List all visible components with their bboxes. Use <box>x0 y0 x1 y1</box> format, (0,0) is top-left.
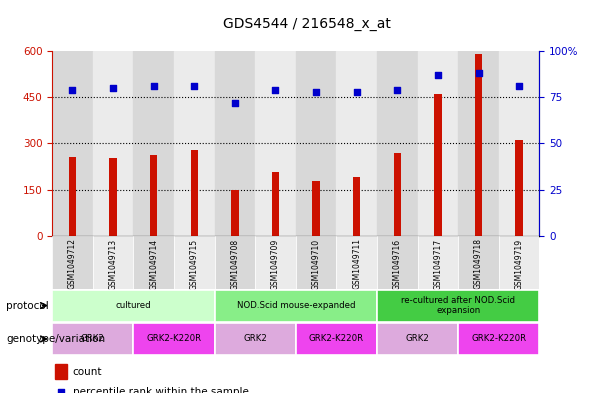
Bar <box>516 140 523 236</box>
Text: GSM1049708: GSM1049708 <box>230 239 239 290</box>
Bar <box>215 290 377 321</box>
Text: GSM1049717: GSM1049717 <box>433 239 443 290</box>
Bar <box>215 51 255 236</box>
Text: GSM1049713: GSM1049713 <box>109 239 118 290</box>
Bar <box>417 236 459 289</box>
Bar <box>134 51 174 236</box>
Bar <box>296 51 337 236</box>
Text: genotype/variation: genotype/variation <box>6 334 105 344</box>
Bar <box>174 51 215 236</box>
Text: GDS4544 / 216548_x_at: GDS4544 / 216548_x_at <box>223 17 390 31</box>
Bar <box>296 323 377 355</box>
Text: GRK2-K220R: GRK2-K220R <box>309 334 364 343</box>
Bar <box>109 158 116 236</box>
Text: count: count <box>72 367 102 377</box>
Bar <box>499 51 539 236</box>
Bar <box>52 51 93 236</box>
Text: GSM1049709: GSM1049709 <box>271 239 280 290</box>
Bar <box>150 155 158 236</box>
Text: GSM1049715: GSM1049715 <box>190 239 199 290</box>
Point <box>433 72 443 78</box>
Text: protocol: protocol <box>6 301 49 310</box>
Bar <box>377 290 539 321</box>
Point <box>392 87 402 93</box>
Bar <box>337 236 377 289</box>
Bar <box>231 190 238 236</box>
Text: NOD.Scid mouse-expanded: NOD.Scid mouse-expanded <box>237 301 355 310</box>
Bar <box>69 157 76 236</box>
Point <box>270 87 280 93</box>
Bar <box>272 172 279 236</box>
Text: GSM1049719: GSM1049719 <box>515 239 524 290</box>
Bar <box>353 177 360 236</box>
Bar <box>337 51 377 236</box>
Bar <box>296 236 337 289</box>
Bar <box>417 51 459 236</box>
Bar <box>191 150 198 236</box>
Point <box>108 85 118 91</box>
Text: GRK2: GRK2 <box>81 334 105 343</box>
Bar <box>255 236 295 289</box>
Text: GRK2: GRK2 <box>243 334 267 343</box>
Bar <box>93 236 134 289</box>
Bar <box>215 323 296 355</box>
Point <box>474 70 484 76</box>
Text: GSM1049716: GSM1049716 <box>393 239 402 290</box>
Bar <box>55 364 67 379</box>
Bar <box>52 290 215 321</box>
Bar <box>434 94 441 236</box>
Bar <box>475 54 482 236</box>
Text: cultured: cultured <box>115 301 151 310</box>
Point <box>189 83 199 89</box>
Text: GSM1049710: GSM1049710 <box>311 239 321 290</box>
Text: re-cultured after NOD.Scid
expansion: re-cultured after NOD.Scid expansion <box>402 296 515 315</box>
Text: GSM1049711: GSM1049711 <box>352 239 361 290</box>
Bar <box>377 323 458 355</box>
Bar <box>215 236 255 289</box>
Text: GRK2: GRK2 <box>406 334 430 343</box>
Point <box>514 83 524 89</box>
Text: GSM1049718: GSM1049718 <box>474 239 483 290</box>
Bar <box>313 181 320 236</box>
Bar <box>134 236 174 289</box>
Point <box>273 280 283 286</box>
Bar <box>255 51 295 236</box>
Text: GSM1049712: GSM1049712 <box>68 239 77 290</box>
Text: GRK2-K220R: GRK2-K220R <box>471 334 527 343</box>
Point <box>67 87 77 93</box>
Bar <box>93 51 134 236</box>
Bar <box>499 236 539 289</box>
Bar <box>52 236 93 289</box>
Text: GRK2-K220R: GRK2-K220R <box>147 334 202 343</box>
Text: percentile rank within the sample: percentile rank within the sample <box>72 387 248 393</box>
Bar <box>377 51 417 236</box>
Bar <box>134 323 215 355</box>
Point <box>311 88 321 95</box>
Bar <box>458 236 499 289</box>
Bar <box>377 236 417 289</box>
Bar <box>394 153 401 236</box>
Point <box>230 100 240 106</box>
Point <box>352 88 362 95</box>
Bar <box>458 51 499 236</box>
Bar <box>458 323 539 355</box>
Bar <box>52 323 134 355</box>
Bar <box>174 236 215 289</box>
Point <box>149 83 159 89</box>
Text: GSM1049714: GSM1049714 <box>149 239 158 290</box>
